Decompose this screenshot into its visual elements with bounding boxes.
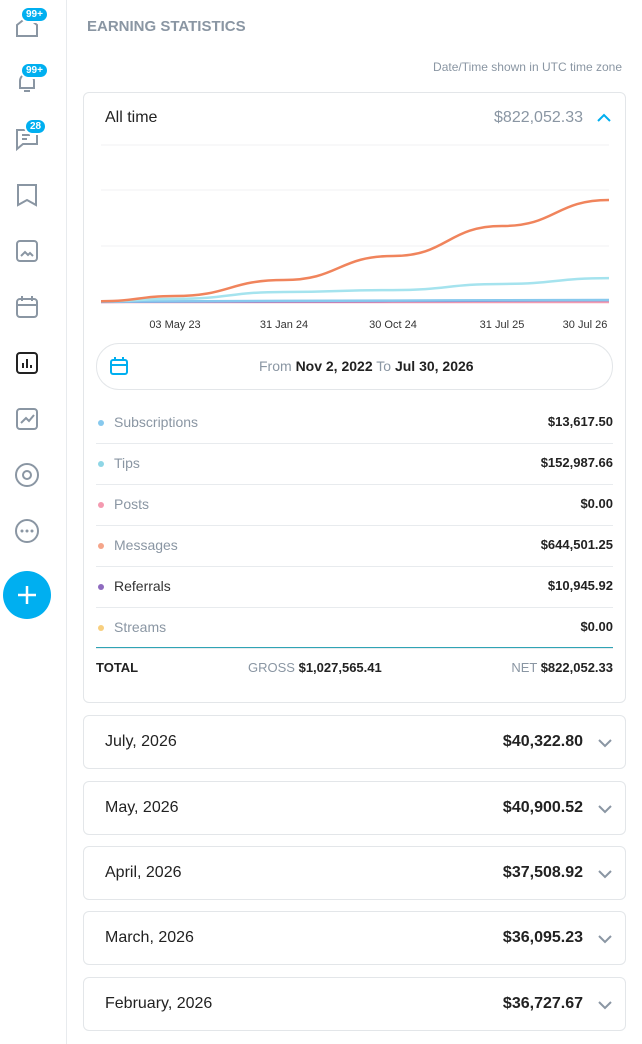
x-tick-label: 31 Jul 25 xyxy=(480,319,525,331)
month-amount: $37,508.92 xyxy=(502,864,583,881)
x-tick-label: 30 Oct 24 xyxy=(369,319,417,331)
breakdown-row: Streams $0.00 xyxy=(96,607,613,649)
chevron xyxy=(598,805,612,814)
x-tick-label: 03 May 23 xyxy=(149,319,200,331)
total-divider xyxy=(96,647,613,648)
month-label: February, 2026 xyxy=(105,995,213,1012)
category-label: Subscriptions xyxy=(114,414,199,430)
badge: 99+ xyxy=(20,62,49,79)
profile-icon[interactable] xyxy=(13,461,41,489)
period-total: $822,052.33 xyxy=(494,109,583,126)
month-label: July, 2026 xyxy=(105,733,177,750)
net-amount: $822,052.33 xyxy=(540,660,613,675)
month-amount: $40,900.52 xyxy=(502,799,583,816)
month-card[interactable]: May, 2026 $40,900.52 xyxy=(83,781,626,835)
page-title: EARNING STATISTICS xyxy=(87,18,246,35)
series-line xyxy=(100,198,610,303)
category-label: Referrals xyxy=(114,578,171,594)
from-date: Nov 2, 2022 xyxy=(295,358,373,374)
category-amount: $0.00 xyxy=(580,496,613,511)
breakdown-row: Posts $0.00 xyxy=(96,484,613,526)
month-card[interactable]: July, 2026 $40,322.80 xyxy=(83,715,626,769)
category-label: Streams xyxy=(114,619,167,635)
month-label: March, 2026 xyxy=(105,929,194,946)
statistics-icon[interactable] xyxy=(13,349,41,377)
badge: 99+ xyxy=(20,6,49,23)
category-amount: $0.00 xyxy=(580,619,613,634)
month-card[interactable]: April, 2026 $37,508.92 xyxy=(83,846,626,900)
date-range[interactable]: From Nov 2, 2022 To Jul 30, 2026 xyxy=(96,343,613,390)
category-amount: $10,945.92 xyxy=(547,578,613,593)
total-label: TOTAL xyxy=(96,660,139,675)
chevron xyxy=(598,935,612,944)
category-amount: $152,987.66 xyxy=(540,455,613,470)
gross-label: GROSS xyxy=(248,660,295,675)
category-amount: $644,501.25 xyxy=(540,537,613,552)
legend-dot xyxy=(98,543,104,549)
list-icon[interactable] xyxy=(13,181,41,209)
category-amount: $13,617.50 xyxy=(547,414,613,429)
to-date: Jul 30, 2026 xyxy=(394,358,474,374)
earnings-chart: 03 May 23 31 Jan 24 30 Oct 24 31 Jul 25 30 J… xyxy=(100,144,610,331)
sidebar: 99+ 99+ 28 xyxy=(0,0,67,1044)
calendar-icon xyxy=(110,357,128,375)
summary-card xyxy=(83,92,626,703)
month-amount: $36,727.67 xyxy=(502,995,583,1012)
chevron xyxy=(598,1001,612,1010)
month-label: April, 2026 xyxy=(105,864,182,881)
breakdown-row: Referrals $10,945.92 xyxy=(96,566,613,608)
more-icon[interactable] xyxy=(13,517,41,545)
net-label: NET xyxy=(511,660,538,675)
category-label: Posts xyxy=(114,496,150,512)
vault-icon[interactable] xyxy=(13,237,41,265)
expand-chevron xyxy=(598,1001,612,1010)
calendar-icon[interactable] xyxy=(13,293,41,321)
month-label: May, 2026 xyxy=(105,799,179,816)
legend-dot xyxy=(98,420,104,426)
x-tick-label: 31 Jan 24 xyxy=(260,319,308,331)
month-card[interactable]: March, 2026 $36,095.23 xyxy=(83,911,626,965)
timezone-note: Date/Time shown in UTC time zone xyxy=(433,60,622,74)
chevron xyxy=(598,739,612,748)
expand-chevron xyxy=(598,739,612,748)
legend-dot xyxy=(98,461,104,467)
expand-chevron xyxy=(598,870,612,879)
new-post-button[interactable] xyxy=(3,571,51,619)
from-label: From xyxy=(259,358,292,374)
month-amount: $36,095.23 xyxy=(502,929,583,946)
breakdown-row: Tips $152,987.66 xyxy=(96,443,613,485)
period: All time xyxy=(105,109,158,126)
breakdown-row: Messages $644,501.25 xyxy=(96,525,613,567)
x-tick-label: 30 Jul 26 xyxy=(563,319,608,331)
legend-dot xyxy=(98,584,104,590)
expand-chevron xyxy=(598,935,612,944)
to-label: To xyxy=(376,358,392,374)
breakdown-row: Subscriptions $13,617.50 xyxy=(96,402,613,444)
chevron xyxy=(598,870,612,879)
series-line xyxy=(100,298,610,303)
legend-dot xyxy=(98,502,104,508)
category-label: Tips xyxy=(114,455,140,471)
month-card[interactable]: February, 2026 $36,727.67 xyxy=(83,977,626,1031)
badge: 28 xyxy=(24,118,48,135)
analytics-icon[interactable] xyxy=(13,405,41,433)
expand-chevron xyxy=(598,805,612,814)
gross-amount: $1,027,565.41 xyxy=(298,660,382,675)
month-amount: $40,322.80 xyxy=(502,733,583,750)
category-label: Messages xyxy=(114,537,178,553)
collapse-chevron[interactable] xyxy=(596,112,612,124)
series-line xyxy=(100,276,610,303)
legend-dot xyxy=(98,625,104,631)
